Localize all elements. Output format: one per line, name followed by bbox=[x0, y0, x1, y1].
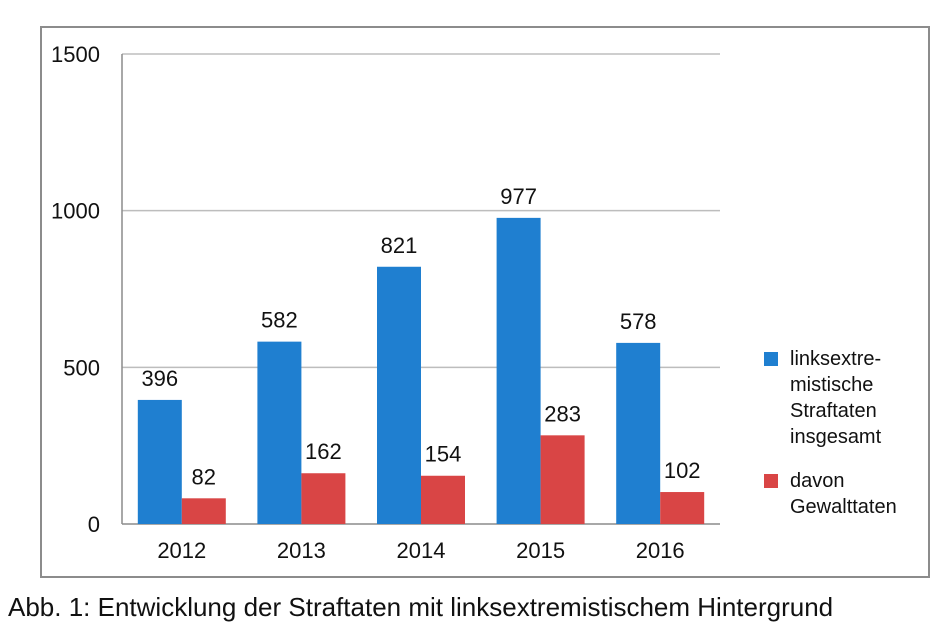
data-label-violent-2014: 154 bbox=[425, 442, 462, 467]
bar-total-2013 bbox=[257, 341, 302, 524]
legend-item-violent: davon Gewalttaten bbox=[764, 468, 924, 520]
bar-violent-2015 bbox=[540, 435, 585, 524]
data-label-total-2013: 582 bbox=[261, 308, 298, 333]
bar-violent-2013 bbox=[301, 473, 346, 524]
x-tick-label-2015: 2015 bbox=[516, 538, 565, 563]
x-tick-label-2012: 2012 bbox=[157, 538, 206, 563]
x-tick-label-2013: 2013 bbox=[277, 538, 326, 563]
data-label-violent-2016: 102 bbox=[664, 458, 701, 483]
legend-swatch-violent bbox=[764, 474, 778, 488]
x-tick-label-2016: 2016 bbox=[636, 538, 685, 563]
bar-violent-2016 bbox=[660, 492, 705, 524]
legend: linksextre- mistische Straftaten insgesa… bbox=[764, 346, 924, 538]
y-tick-label-0: 0 bbox=[88, 512, 100, 537]
data-label-total-2014: 821 bbox=[381, 233, 418, 258]
data-label-total-2012: 396 bbox=[141, 366, 178, 391]
legend-item-total: linksextre- mistische Straftaten insgesa… bbox=[764, 346, 924, 450]
bar-total-2012 bbox=[137, 399, 182, 524]
data-label-violent-2013: 162 bbox=[305, 439, 342, 464]
chart-frame: 0 500 1000 1500 2012 396 82 2013 582 162 2014 821 15… bbox=[40, 26, 930, 578]
legend-swatch-total bbox=[764, 352, 778, 366]
bar-total-2015 bbox=[496, 217, 541, 524]
y-tick-label-1000: 1000 bbox=[51, 199, 100, 224]
bar-violent-2014 bbox=[421, 475, 465, 524]
x-tick-label-2014: 2014 bbox=[397, 538, 446, 563]
data-label-total-2016: 578 bbox=[620, 309, 657, 334]
data-label-violent-2012: 82 bbox=[192, 464, 216, 489]
data-label-total-2015: 977 bbox=[500, 184, 537, 209]
data-label-violent-2015: 283 bbox=[544, 401, 581, 426]
figure-caption: Abb. 1: Entwicklung der Straftaten mit l… bbox=[8, 592, 834, 622]
bar-violent-2012 bbox=[181, 498, 226, 524]
bar-total-2016 bbox=[616, 342, 661, 524]
y-tick-label-1500: 1500 bbox=[51, 42, 100, 67]
legend-label-violent: davon Gewalttaten bbox=[790, 470, 897, 518]
bar-chart: 0 500 1000 1500 2012 396 82 2013 582 162 2014 821 15… bbox=[51, 42, 720, 563]
bar-total-2014 bbox=[377, 266, 421, 524]
legend-label-total: linksextre- mistische Straftaten insgesa… bbox=[790, 348, 882, 448]
y-tick-label-500: 500 bbox=[63, 355, 100, 380]
